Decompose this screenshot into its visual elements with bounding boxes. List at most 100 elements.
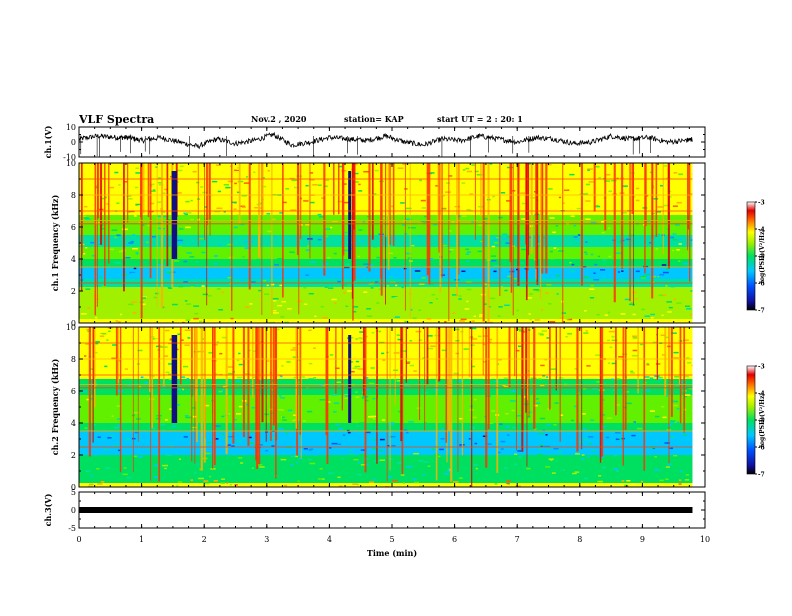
ch1-spectrogram-speckle <box>186 252 192 254</box>
ch2-spectrogram-speckle <box>308 449 312 451</box>
ch1-spectrogram-speckle <box>600 200 606 203</box>
ch1-spectrogram-speckle <box>393 320 398 323</box>
ch2-spectrogram-speckle <box>251 407 256 409</box>
ch2-spectrogram-speckle <box>661 354 666 356</box>
ch1-spectrogram-speckle <box>591 250 595 252</box>
ch2-spectrogram-speckle <box>590 419 595 421</box>
ch1-spectrogram-speckle <box>135 172 141 174</box>
ch2-spectrogram-speckle <box>100 332 107 335</box>
ch2-spectrogram-speckle <box>79 338 85 340</box>
ch1-spectrogram-speckle <box>573 224 577 227</box>
ch1-spectrogram-speckle <box>190 199 193 202</box>
ch2-spectrogram-speckle <box>684 395 687 398</box>
ch1-spectrogram-speckle <box>141 296 148 298</box>
ch1-spectrogram-speckle <box>233 226 238 229</box>
ch3-waveform-panel: 50-50 1 2 3 4 5 6 7 8 9 10 <box>68 488 710 544</box>
ch2-spectrogram-speckle <box>538 447 542 450</box>
ch1-spectrogram-speckle <box>228 256 234 259</box>
ch2-spectrogram-speckle <box>538 432 545 435</box>
ch1-spectrogram-speckle <box>185 319 191 321</box>
ch2-spectrogram-speckle <box>279 433 284 435</box>
ch1-spectrogram-speckle <box>655 211 662 213</box>
ch1-spectrogram-speckle <box>660 184 664 187</box>
ch2-spectrogram-speckle <box>490 402 493 405</box>
ch2-spectrogram-speckle <box>164 467 167 470</box>
ch1-spectrogram-speckle <box>150 184 154 187</box>
ch2-spectrogram-speckle <box>165 346 168 348</box>
ch2-spectrogram-speckle <box>231 445 235 447</box>
ch1-spectrogram-speckle <box>262 190 268 193</box>
ch2-spectrogram-speckle <box>557 468 561 471</box>
ch1-spectrogram-speckle <box>632 313 636 316</box>
ch1-spectrogram-speckle <box>576 207 582 210</box>
ch2-spectrogram-streak <box>488 327 490 430</box>
ch2-spectrogram-speckle <box>90 474 93 477</box>
ch1-spectrogram-speckle <box>322 264 325 267</box>
ch2-spectrogram-speckle <box>567 352 570 354</box>
ch1-spectrogram-streak <box>535 163 537 269</box>
ch1-spectrogram-speckle <box>640 277 647 279</box>
ch1-spectrogram-speckle <box>494 267 497 270</box>
ch2-spectrogram-speckle <box>611 339 618 342</box>
ch2-spectrogram-speckle <box>309 462 316 465</box>
ch2-spectrogram-speckle <box>606 339 610 342</box>
ch2-spectrogram-speckle <box>117 418 120 420</box>
ch2-spectrogram-streak <box>119 327 122 473</box>
ch2-spectrogram-speckle <box>238 363 243 366</box>
ch1-spectrogram-speckle <box>507 267 513 269</box>
ch1-spectrogram-speckle <box>95 186 98 189</box>
ch2-spectrogram-band <box>79 387 693 392</box>
ch1-spectrogram-speckle <box>370 275 376 278</box>
ch2-spectrogram-speckle <box>97 483 103 485</box>
ch2-spectrogram-band <box>79 423 693 428</box>
ch1-spectrogram-speckle <box>446 182 451 184</box>
ch1-spectrogram-speckle <box>387 252 394 255</box>
ch2-spectrogram-speckle <box>278 408 283 411</box>
ch2-spectrogram-speckle <box>582 428 587 431</box>
ch1-spectrogram-speckle <box>652 212 656 215</box>
ch2-spectrogram-speckle <box>667 463 672 466</box>
ch1-spectrogram-speckle <box>119 250 123 253</box>
ch1-spectrogram-speckle <box>467 251 471 253</box>
ch1-spectrogram-speckle <box>492 195 495 198</box>
ch2-spectrogram-speckle <box>296 381 301 384</box>
ch1-spectrogram-speckle <box>344 249 350 252</box>
ch1-spectrogram-speckle <box>411 209 415 211</box>
ch1-spectrogram-speckle <box>234 169 240 172</box>
ch2-spectrogram-band <box>79 363 693 368</box>
ch2-spectrogram-speckle <box>226 482 229 485</box>
ch1-spectrogram-speckle <box>399 314 404 317</box>
ch2-spectrogram-speckle <box>359 422 365 424</box>
ch2-spectrogram-streak <box>300 327 302 459</box>
ch1-spectrogram-band <box>79 311 693 316</box>
ch2-spectrogram-speckle <box>423 461 429 463</box>
ch1-spectrogram-speckle <box>444 321 447 323</box>
ch2-spectrogram-speckle <box>616 378 620 380</box>
ch2-spectrogram-speckle <box>418 459 424 462</box>
ch1-spectrogram-speckle <box>432 223 438 226</box>
ch2-spectrogram-speckle <box>337 428 344 430</box>
ch1-spectrogram-speckle <box>320 305 324 308</box>
ch2-spectrogram-speckle <box>300 376 305 378</box>
ch2-spectrogram-speckle <box>678 483 682 485</box>
ch2-spectrogram-speckle <box>665 478 669 481</box>
ch1-spectrogram-speckle <box>671 238 678 241</box>
ch1-spectrogram-speckle <box>565 318 569 320</box>
ch2-spectrogram-speckle <box>550 368 557 370</box>
ch2-spectrogram-speckle <box>649 446 656 449</box>
ch2-spectrogram-speckle <box>359 341 365 344</box>
ch2-spectrogram-speckle <box>518 330 523 332</box>
ch2-spectrogram-speckle <box>328 447 332 449</box>
ch1-spectrogram-speckle <box>254 206 258 209</box>
ch1-spectrogram-speckle <box>250 281 256 283</box>
ch2-spectrogram-speckle <box>332 394 338 396</box>
ch2-spectrogram-speckle <box>85 470 90 473</box>
ch1-spectrogram-speckle <box>132 234 136 236</box>
ch2-spectrogram-speckle <box>515 485 521 487</box>
ch1-spectrogram-speckle <box>428 283 434 285</box>
ch2-spectrogram-speckle <box>406 361 411 363</box>
ch2-spectrogram-speckle <box>184 344 190 346</box>
ch2-spectrogram-streak <box>426 327 429 385</box>
ch1-spectrogram-speckle <box>317 184 322 186</box>
ch1-spectrogram-speckle <box>300 262 305 264</box>
